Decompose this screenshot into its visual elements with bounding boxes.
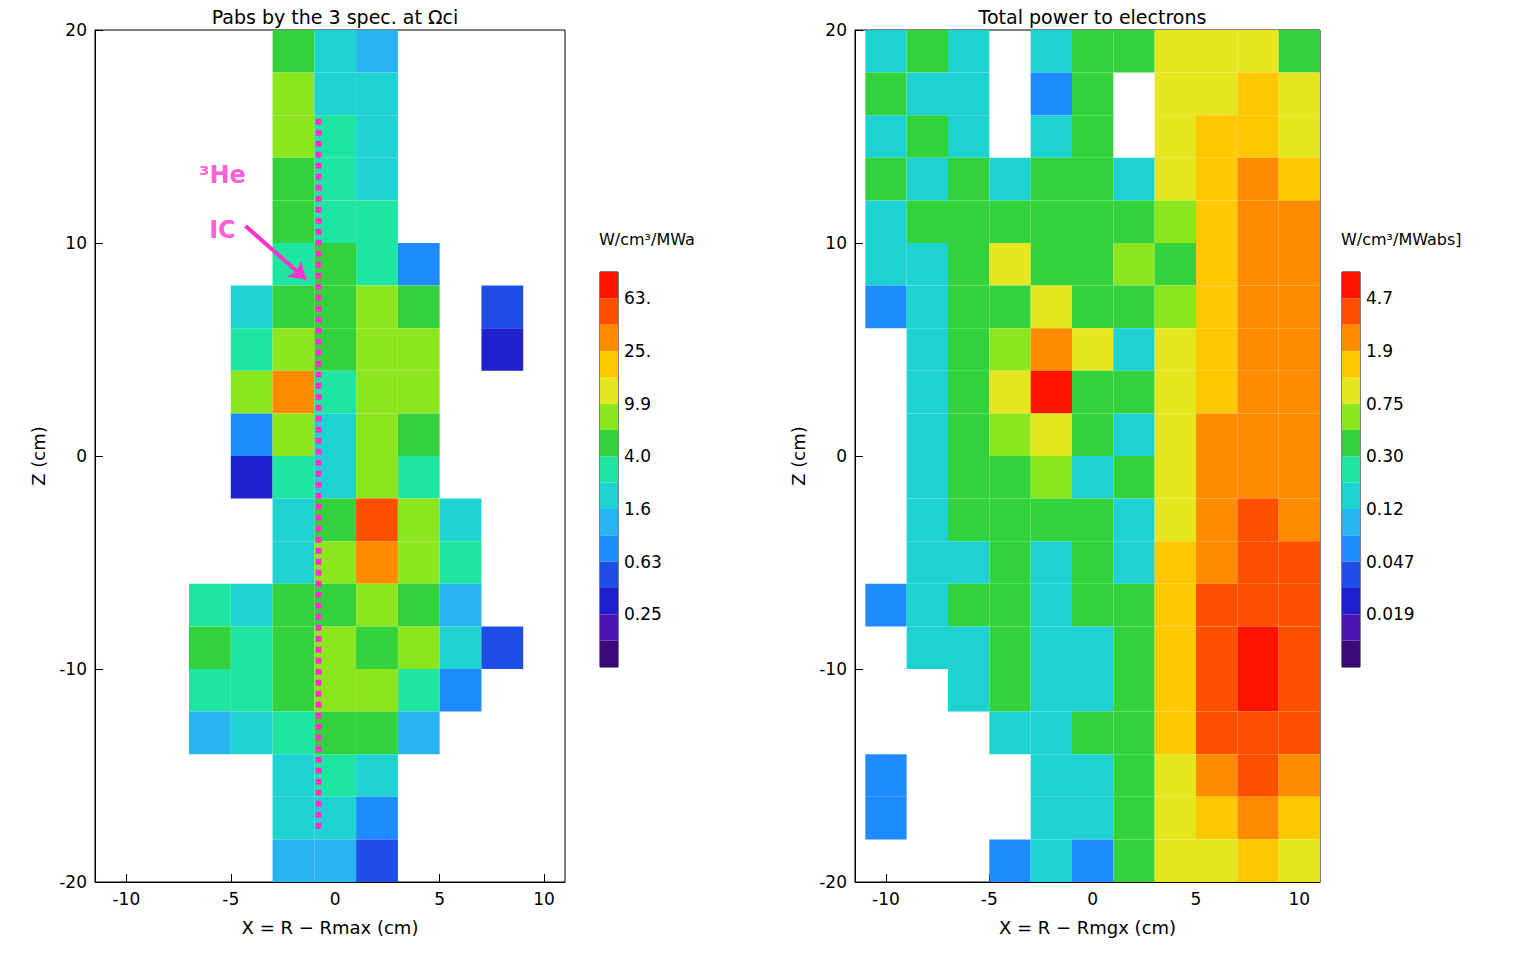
svg-text:-10: -10	[112, 889, 140, 909]
svg-text:0.30: 0.30	[1366, 446, 1404, 466]
svg-text:-10: -10	[819, 659, 847, 679]
svg-text:5: 5	[1191, 889, 1202, 909]
svg-text:10: 10	[825, 233, 847, 253]
svg-text:0.25: 0.25	[624, 604, 662, 624]
svg-text:-5: -5	[981, 889, 998, 909]
svg-text:³He: ³He	[199, 161, 246, 189]
svg-text:1.9: 1.9	[1366, 341, 1393, 361]
svg-text:0: 0	[76, 446, 87, 466]
svg-text:0: 0	[836, 446, 847, 466]
svg-text:0.12: 0.12	[1366, 499, 1404, 519]
svg-text:10: 10	[533, 889, 555, 909]
svg-text:4.7: 4.7	[1366, 288, 1393, 308]
svg-text:-10: -10	[872, 889, 900, 909]
svg-text:10: 10	[65, 233, 87, 253]
svg-text:-20: -20	[819, 872, 847, 892]
svg-text:0.047: 0.047	[1366, 552, 1415, 572]
svg-text:-10: -10	[59, 659, 87, 679]
svg-text:W/cm³/MWa: W/cm³/MWa	[599, 230, 695, 249]
svg-text:Total power to electrons: Total power to electrons	[978, 6, 1207, 28]
svg-text:X = R − Rmgx (cm): X = R − Rmgx (cm)	[999, 917, 1176, 938]
svg-text:W/cm³/MWabs]: W/cm³/MWabs]	[1341, 230, 1462, 249]
svg-text:Z (cm): Z (cm)	[788, 426, 809, 486]
svg-text:1.6: 1.6	[624, 499, 651, 519]
svg-text:63.: 63.	[624, 288, 651, 308]
svg-text:0.75: 0.75	[1366, 394, 1404, 414]
svg-text:-20: -20	[59, 872, 87, 892]
svg-text:0.019: 0.019	[1366, 604, 1415, 624]
svg-text:X = R − Rmax (cm): X = R − Rmax (cm)	[242, 917, 419, 938]
svg-text:20: 20	[65, 20, 87, 40]
svg-text:10: 10	[1289, 889, 1311, 909]
svg-text:0: 0	[330, 889, 341, 909]
svg-text:9.9: 9.9	[624, 394, 651, 414]
svg-text:0.63: 0.63	[624, 552, 662, 572]
svg-text:Pabs by the 3 spec. at Ωci: Pabs by the 3 spec. at Ωci	[212, 6, 459, 28]
svg-text:Z (cm): Z (cm)	[28, 426, 49, 486]
svg-text:IC: IC	[209, 216, 236, 244]
svg-text:20: 20	[825, 20, 847, 40]
svg-text:4.0: 4.0	[624, 446, 651, 466]
svg-text:-5: -5	[222, 889, 239, 909]
svg-text:0: 0	[1087, 889, 1098, 909]
svg-text:25.: 25.	[624, 341, 651, 361]
svg-text:5: 5	[434, 889, 445, 909]
